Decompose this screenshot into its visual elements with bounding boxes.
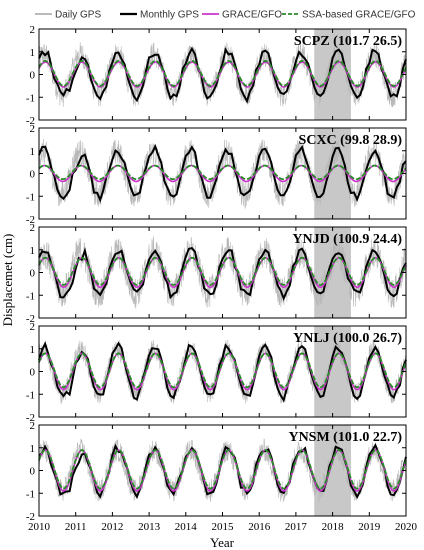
panel: -2 -1 0 1 2 YNLJ (100.0 26.7) [26, 321, 407, 424]
ssa-grace-gfo-line [38, 352, 407, 389]
y-tick-label: -2 [26, 313, 35, 325]
y-tick-label: -2 [26, 412, 35, 424]
y-tick-label: 2 [30, 321, 36, 333]
legend-label: SSA-based GRACE/GFO [302, 10, 416, 21]
legend-label: Monthly GPS [140, 10, 199, 21]
x-tick-label: 2020 [395, 521, 418, 533]
panel: -2 -1 0 1 2 YNSM (101.0 22.7) [26, 420, 407, 523]
y-tick-label: 0 [30, 367, 36, 379]
y-tick-label: -2 [26, 115, 35, 127]
y-axis-title: Displacemet (cm) [0, 234, 15, 327]
x-tick-label: 2018 [322, 521, 345, 533]
highlight-band [314, 29, 351, 120]
station-label: SCXC (99.8 28.9) [299, 133, 403, 148]
highlight-band [314, 425, 351, 516]
station-label: YNJD (100.9 24.4) [292, 232, 402, 247]
y-tick-label: 1 [30, 344, 36, 356]
grace-gfo-line [38, 449, 407, 492]
x-tick-label: 2014 [175, 521, 198, 533]
y-tick-label: -1 [26, 389, 35, 401]
x-tick-label: 2015 [212, 521, 235, 533]
x-tick-label: 2010 [28, 521, 51, 533]
x-tick-label: 2017 [285, 521, 308, 533]
y-tick-label: 2 [30, 24, 36, 36]
ssa-grace-gfo-line [38, 59, 407, 87]
y-tick-label: 1 [30, 245, 36, 257]
y-tick-label: 0 [30, 466, 36, 478]
y-tick-label: -2 [26, 511, 35, 523]
y-tick-label: 0 [30, 169, 36, 181]
y-tick-label: 2 [30, 420, 36, 432]
station-label: SCPZ (101.7 26.5) [294, 34, 402, 49]
ssa-grace-gfo-line [38, 256, 407, 286]
y-tick-label: 0 [30, 70, 36, 82]
x-axis-title: Year [210, 535, 235, 550]
ssa-grace-gfo-line [38, 164, 407, 181]
station-label: YNLJ (100.0 26.7) [293, 331, 402, 346]
x-tick-label: 2012 [101, 521, 123, 533]
y-tick-label: -1 [26, 92, 35, 104]
y-tick-label: 2 [30, 123, 36, 135]
panel: -2 -1 0 1 2 SCXC (99.8 28.9) [26, 123, 407, 226]
x-axis: 2010 2011 2012 2013 2014 2015 2016 2017 2018 2019… [28, 521, 418, 533]
y-tick-label: -1 [26, 290, 35, 302]
x-tick-label: 2019 [358, 521, 381, 533]
y-tick-label: -2 [26, 214, 35, 226]
y-tick-label: 2 [30, 222, 36, 234]
x-tick-label: 2011 [65, 521, 87, 533]
x-tick-label: 2013 [138, 521, 161, 533]
panel: -2 -1 0 1 2 YNJD (100.9 24.4) [26, 222, 407, 325]
y-tick-label: -1 [26, 488, 35, 500]
highlight-band [314, 326, 351, 417]
ssa-grace-gfo-line [38, 449, 407, 490]
daily-gps-line [38, 236, 407, 309]
y-tick-label: 1 [30, 443, 36, 455]
y-tick-label: -1 [26, 191, 35, 203]
legend-label: Daily GPS [55, 10, 101, 21]
x-tick-label: 2016 [248, 521, 271, 533]
panels: -2 -1 0 1 2 SCPZ (101.7 26.5) -2 -1 0 1 2 SCXC (99.… [26, 24, 407, 523]
y-tick-label: 1 [30, 146, 36, 158]
legend-label: GRACE/GFO [222, 10, 282, 21]
monthly-gps-line [38, 143, 407, 203]
station-label: YNSM (101.0 22.7) [288, 430, 402, 445]
legend: Daily GPS Monthly GPS GRACE/GFO SSA-based G… [35, 10, 416, 21]
y-tick-label: 0 [30, 268, 36, 280]
panel: -2 -1 0 1 2 SCPZ (101.7 26.5) [26, 24, 407, 127]
y-tick-label: 1 [30, 47, 36, 59]
